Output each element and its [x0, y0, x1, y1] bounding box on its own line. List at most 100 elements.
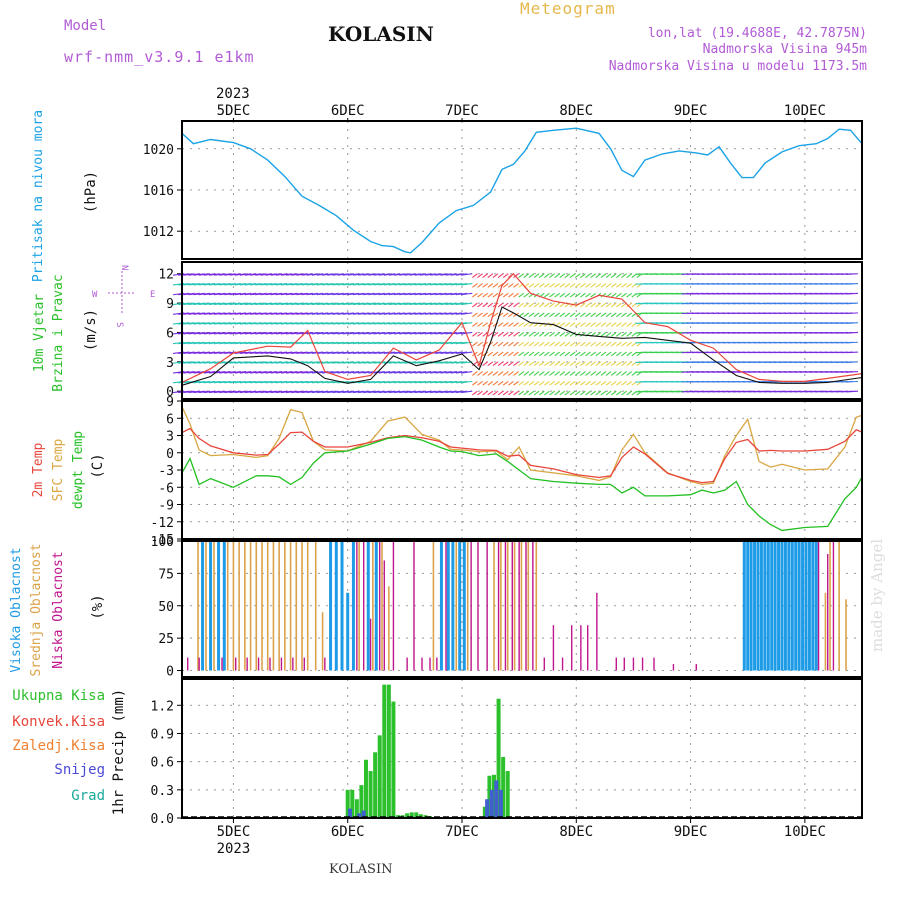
wind-barb	[419, 331, 432, 335]
wind-barb	[523, 302, 530, 308]
wind-barb	[286, 292, 298, 296]
wind-barb	[554, 273, 561, 278]
wind-barb	[291, 380, 303, 384]
wind-barb	[291, 390, 303, 394]
wind-barb	[347, 312, 360, 315]
wind-barb	[332, 322, 344, 325]
wind-barb	[378, 390, 391, 394]
wind-barb	[419, 351, 432, 355]
wind-barb	[523, 292, 530, 298]
wind-barb	[487, 351, 494, 357]
wind-barb	[255, 380, 267, 384]
wind-barb	[414, 371, 427, 374]
wind-barb	[286, 351, 298, 355]
high-cloud-bar	[351, 541, 355, 671]
wind-barb	[477, 312, 483, 318]
wind-barb	[358, 361, 370, 364]
wind-barb	[255, 282, 267, 286]
wind-barb	[559, 302, 566, 308]
high-cloud-bar	[451, 541, 455, 671]
wind-barb	[352, 302, 365, 306]
wind-barb	[626, 390, 633, 396]
wind-barb	[327, 331, 339, 335]
wind-barb	[203, 341, 216, 345]
mid-cloud-bar	[321, 612, 324, 671]
low-cloud-bar	[187, 657, 189, 671]
snow-bar	[494, 780, 499, 818]
wind-barb	[600, 302, 607, 308]
wind-barb	[208, 341, 221, 345]
total-precip-bar	[418, 814, 423, 818]
high-cloud-bar	[804, 541, 808, 671]
wind-barb	[564, 341, 571, 347]
wind-barb	[347, 292, 360, 296]
wind-barb	[337, 331, 349, 335]
wind-barb	[208, 292, 221, 296]
wind-barb	[383, 302, 396, 306]
wind-barb	[487, 292, 494, 298]
wind-barb	[296, 282, 308, 286]
wind-barb	[477, 341, 483, 347]
wind-barb	[301, 282, 313, 286]
wind-barb	[363, 331, 375, 335]
wind-barb	[528, 341, 535, 347]
wind-barb	[255, 302, 267, 306]
wind-barb	[559, 322, 566, 327]
low-cloud-bar	[477, 541, 479, 671]
low-cloud-bar	[392, 541, 395, 671]
wind-barb	[188, 371, 200, 374]
top-day-label: 5DEC	[217, 103, 251, 119]
wind-barb	[265, 273, 277, 276]
wind-barb	[440, 273, 452, 276]
wind-barb	[533, 312, 540, 318]
wind-barb	[585, 322, 591, 327]
low-cloud-bar	[827, 553, 829, 671]
wind-barb	[533, 390, 540, 396]
high-cloud-bar	[756, 541, 760, 671]
wind-barb	[445, 282, 457, 286]
wind-barb	[585, 390, 591, 396]
wind-barb	[286, 282, 298, 286]
low-cloud-bar	[632, 657, 635, 671]
wind-barb	[311, 390, 324, 394]
wind-barb	[275, 282, 288, 286]
wind-barb	[445, 322, 457, 325]
wind-barb	[600, 273, 607, 278]
wind-barb	[358, 302, 370, 306]
wind-barb	[554, 380, 561, 386]
wind-barb	[492, 283, 499, 288]
wind-barb	[270, 273, 283, 276]
wind-barb	[291, 292, 303, 296]
wind-barb	[549, 302, 555, 308]
wind-barb	[580, 380, 586, 386]
ytick-label-pressure: 1012	[143, 225, 174, 240]
wind-barb	[358, 371, 370, 374]
total-precip-bar	[386, 684, 391, 818]
wind-barb	[332, 292, 344, 296]
wind-barb	[621, 322, 627, 327]
wind-barb	[513, 351, 519, 357]
wind-barb	[316, 380, 329, 384]
precip-legend-item: Snijeg	[54, 762, 105, 778]
precip-legend-item: Konvek.Kisa	[12, 714, 105, 730]
wind-barb	[435, 361, 447, 364]
wind-barb	[610, 322, 617, 327]
wind-barb	[621, 371, 627, 376]
wind-barb	[430, 312, 442, 315]
wind-barb	[383, 282, 396, 286]
wind-barb	[342, 331, 355, 335]
wind-barb	[347, 371, 360, 374]
wind-barb	[424, 331, 437, 335]
wind-barb	[363, 312, 375, 315]
wind-barb	[595, 361, 602, 367]
wind-barb	[445, 341, 457, 345]
wind-barb	[265, 282, 277, 286]
low-cloud-bar	[580, 625, 582, 671]
wind-barb	[250, 351, 262, 355]
wind-barb	[239, 273, 252, 276]
wind-barb	[188, 341, 200, 345]
low-cloud-bar	[369, 618, 372, 671]
low-cloud-bar	[383, 560, 385, 671]
wind-barb	[610, 341, 617, 347]
wind-barb	[549, 332, 555, 337]
